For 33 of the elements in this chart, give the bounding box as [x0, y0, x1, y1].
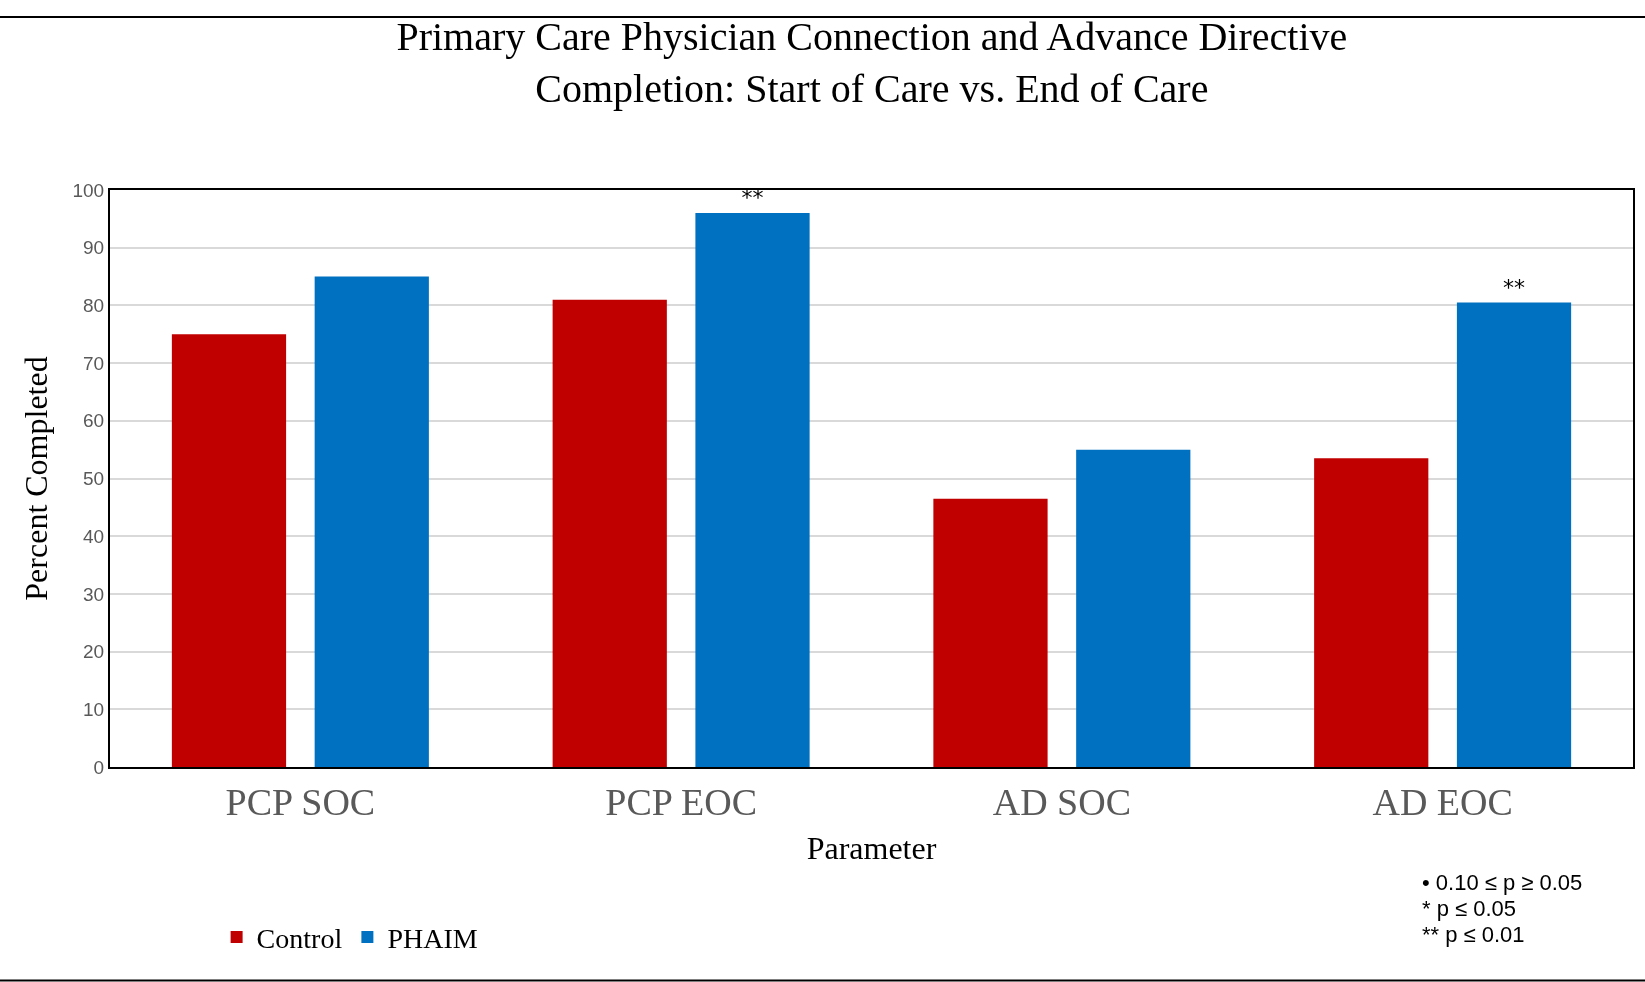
legend-label: Control [256, 922, 343, 954]
x-tick-label: AD SOC [992, 780, 1132, 823]
data-label: ** [741, 185, 764, 211]
y-tick-label: 80 [83, 295, 105, 317]
bar [933, 498, 1048, 767]
chart-title: Primary Care Physician Connection and Advance Directive Completion: Start of Care vs. End of Care [396, 14, 1348, 111]
y-tick-label: 100 [72, 179, 105, 201]
x-tick-label: PCP SOC [225, 780, 376, 823]
bar [1076, 449, 1191, 767]
y-tick-label: 20 [83, 641, 105, 663]
bar [171, 334, 287, 767]
x-tick-label: PCP EOC [605, 780, 757, 823]
y-tick-label: 40 [83, 525, 105, 547]
y-tick-label: 30 [83, 583, 105, 605]
y-tick-label: 50 [83, 468, 105, 490]
text: • 0.10 ≤ p ≥ 0.05 [1422, 870, 1583, 895]
legend-label: PHAIM [387, 922, 478, 954]
bar [314, 276, 429, 767]
bar [695, 213, 810, 767]
bar [552, 299, 667, 767]
y-tick-label: 10 [83, 698, 105, 720]
y-tick-label: 60 [83, 410, 105, 432]
bar [1314, 458, 1429, 767]
y-tick-label: 90 [83, 237, 105, 259]
y-tick-label: 0 [93, 756, 105, 778]
y-axis-title: Percent Completed [18, 356, 55, 601]
text: ** p ≤ 0.01 [1422, 922, 1525, 947]
data-label: ** [1503, 274, 1526, 300]
bar [1456, 302, 1572, 767]
y-tick-label: 70 [83, 352, 105, 374]
x-axis-title: Parameter [806, 830, 937, 866]
text: * p ≤ 0.05 [1422, 896, 1517, 921]
x-tick-label: AD EOC [1372, 780, 1513, 823]
